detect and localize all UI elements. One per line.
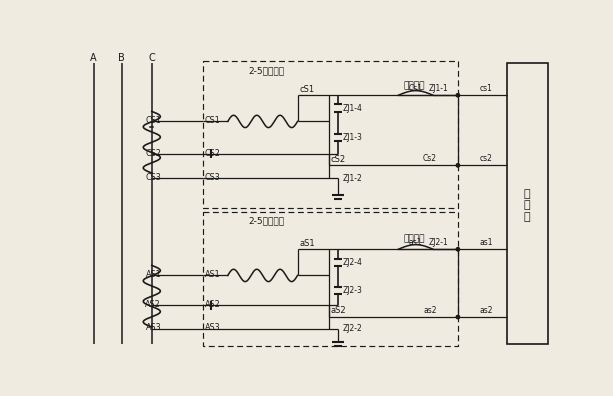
Text: AS1: AS1 <box>145 270 161 279</box>
Text: ZJ2-1: ZJ2-1 <box>428 238 448 247</box>
Circle shape <box>456 94 460 97</box>
Text: ZJ2-2: ZJ2-2 <box>343 324 362 333</box>
Text: CS3: CS3 <box>205 173 220 182</box>
Text: cS2: cS2 <box>330 155 345 164</box>
Circle shape <box>456 248 460 251</box>
Circle shape <box>456 164 460 167</box>
Text: as1: as1 <box>479 238 493 247</box>
Text: cs2: cs2 <box>479 154 492 163</box>
Text: CS3: CS3 <box>145 173 161 182</box>
Text: B: B <box>118 53 125 63</box>
Text: aS2: aS2 <box>330 307 346 315</box>
Circle shape <box>456 316 460 318</box>
Text: 2-5倍互感器: 2-5倍互感器 <box>249 66 285 75</box>
Text: 锄铜采样: 锄铜采样 <box>404 82 425 91</box>
Text: ZJ2-4: ZJ2-4 <box>343 258 362 267</box>
Text: cs1: cs1 <box>479 84 492 93</box>
Text: CS1: CS1 <box>145 116 161 125</box>
Text: CS2: CS2 <box>205 148 221 158</box>
Text: ZJ1-4: ZJ1-4 <box>343 104 362 113</box>
Text: 2-5倍互感器: 2-5倍互感器 <box>249 216 285 225</box>
Text: C: C <box>148 53 155 63</box>
Text: AS3: AS3 <box>145 323 161 332</box>
Circle shape <box>456 164 460 167</box>
Text: CS2: CS2 <box>145 148 161 158</box>
Text: ZJ1-3: ZJ1-3 <box>343 133 362 142</box>
Bar <box>507 63 548 344</box>
Text: 计
量
表: 计 量 表 <box>524 189 531 222</box>
Text: as2: as2 <box>479 306 493 314</box>
Text: cS1: cS1 <box>299 85 314 93</box>
Text: ZJ1-1: ZJ1-1 <box>428 84 448 93</box>
Circle shape <box>456 94 460 97</box>
Text: aS1: aS1 <box>299 239 314 248</box>
Text: AS2: AS2 <box>205 300 220 309</box>
Text: Cs1: Cs1 <box>409 84 423 93</box>
Text: ZJ1-2: ZJ1-2 <box>343 174 362 183</box>
Circle shape <box>456 248 460 251</box>
Text: Cs2: Cs2 <box>423 154 437 163</box>
Text: AS3: AS3 <box>205 323 220 332</box>
Text: A: A <box>90 53 97 63</box>
Text: AS1: AS1 <box>205 270 220 279</box>
Text: as2: as2 <box>423 306 436 314</box>
Text: as1: as1 <box>409 238 422 247</box>
Text: ZJ2-3: ZJ2-3 <box>343 286 362 295</box>
Text: CS1: CS1 <box>205 116 220 125</box>
Text: AS2: AS2 <box>145 300 161 309</box>
Circle shape <box>456 316 460 318</box>
Text: 锄铜采样: 锄铜采样 <box>404 234 425 243</box>
